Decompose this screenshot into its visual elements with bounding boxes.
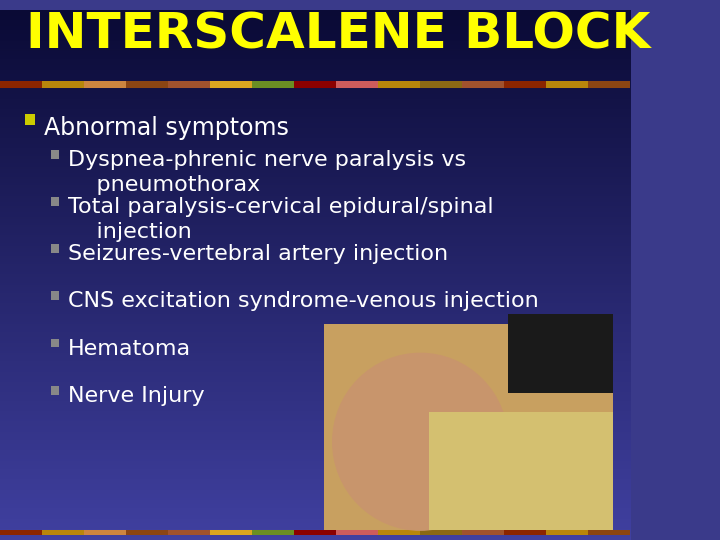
Bar [420, 81, 462, 88]
Bar [588, 530, 631, 535]
Bar [42, 530, 84, 535]
Bar [51, 197, 58, 206]
Bar [252, 530, 294, 535]
Text: INTERSCALENE BLOCK: INTERSCALENE BLOCK [26, 11, 651, 59]
Text: Abnormal symptoms: Abnormal symptoms [44, 116, 289, 140]
Bar [0, 81, 42, 88]
Text: Nerve Injury: Nerve Injury [68, 386, 205, 406]
Bar [252, 81, 294, 88]
Bar [84, 81, 126, 88]
Bar [210, 81, 252, 88]
Bar [168, 81, 210, 88]
Bar [429, 412, 613, 530]
Bar [336, 530, 378, 535]
Bar [51, 386, 58, 395]
Bar [462, 81, 504, 88]
Bar [588, 81, 631, 88]
Bar [42, 81, 84, 88]
Bar [420, 530, 462, 535]
Bar [126, 81, 168, 88]
Text: Total paralysis-cervical epidural/spinal
    injection: Total paralysis-cervical epidural/spinal… [68, 197, 494, 242]
Bar [51, 339, 58, 347]
Bar [168, 530, 210, 535]
Bar [504, 530, 546, 535]
Text: Hematoma: Hematoma [68, 339, 192, 359]
Bar [324, 324, 613, 530]
Bar [504, 81, 546, 88]
Text: CNS excitation syndrome-venous injection: CNS excitation syndrome-venous injection [68, 292, 539, 312]
Bar [51, 150, 58, 159]
Bar [378, 530, 420, 535]
Bar [294, 530, 336, 535]
Text: Seizures-vertebral artery injection: Seizures-vertebral artery injection [68, 244, 449, 264]
Bar [462, 530, 504, 535]
Bar [546, 530, 588, 535]
Ellipse shape [333, 353, 508, 530]
Bar [51, 244, 58, 253]
Bar [84, 530, 126, 535]
Bar [546, 81, 588, 88]
Bar [0, 530, 42, 535]
Bar [508, 314, 613, 393]
Bar [294, 81, 336, 88]
Text: Dyspnea-phrenic nerve paralysis vs
    pneumothorax: Dyspnea-phrenic nerve paralysis vs pneum… [68, 150, 467, 195]
Bar [378, 81, 420, 88]
Bar [126, 530, 168, 535]
Bar [24, 113, 35, 125]
Bar [336, 81, 378, 88]
Bar [51, 292, 58, 300]
Bar [210, 530, 252, 535]
